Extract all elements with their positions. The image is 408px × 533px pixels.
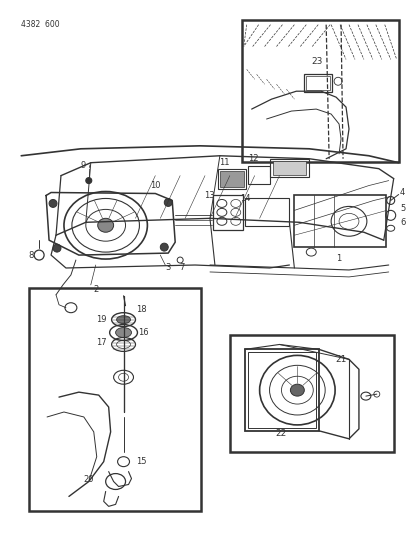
Text: 7: 7: [180, 263, 185, 272]
Bar: [248, 166, 270, 183]
Bar: [213, 196, 243, 230]
Ellipse shape: [115, 328, 131, 337]
Text: 11: 11: [219, 158, 229, 167]
Bar: [304, 74, 332, 92]
Text: 10: 10: [150, 181, 161, 190]
Text: 17: 17: [96, 338, 107, 347]
Text: 6: 6: [400, 218, 405, 227]
Bar: [242, 20, 399, 161]
Bar: [273, 161, 306, 175]
Bar: [245, 350, 319, 431]
Text: 14: 14: [240, 194, 251, 203]
Bar: [218, 168, 246, 189]
Text: 8: 8: [29, 251, 34, 260]
Ellipse shape: [290, 384, 304, 396]
Text: 23: 23: [312, 57, 323, 66]
Text: 18: 18: [136, 305, 147, 314]
Bar: [230, 335, 394, 452]
Ellipse shape: [49, 199, 57, 207]
Text: 3: 3: [166, 263, 171, 272]
Text: 4: 4: [400, 188, 405, 197]
Text: 2: 2: [93, 285, 98, 294]
Text: 15: 15: [136, 457, 147, 466]
Bar: [220, 171, 244, 187]
Ellipse shape: [86, 177, 92, 183]
Bar: [306, 76, 330, 90]
Text: 19: 19: [96, 315, 107, 324]
Ellipse shape: [98, 219, 113, 232]
Text: 5: 5: [400, 204, 405, 213]
Ellipse shape: [117, 316, 131, 324]
Text: 20: 20: [84, 475, 94, 484]
Bar: [29, 288, 201, 511]
Text: 16: 16: [138, 328, 149, 337]
Bar: [270, 159, 309, 176]
Text: 4382  600: 4382 600: [21, 20, 60, 29]
Bar: [295, 196, 386, 247]
Bar: [245, 198, 289, 227]
Text: 12: 12: [248, 154, 259, 163]
Ellipse shape: [164, 198, 172, 206]
Text: 9: 9: [80, 161, 85, 170]
Text: 13: 13: [204, 191, 214, 200]
Text: 22: 22: [276, 430, 287, 438]
Ellipse shape: [53, 244, 61, 252]
Text: 1: 1: [337, 254, 341, 263]
Bar: [248, 352, 316, 428]
Text: 21: 21: [335, 355, 347, 364]
Ellipse shape: [160, 243, 168, 251]
